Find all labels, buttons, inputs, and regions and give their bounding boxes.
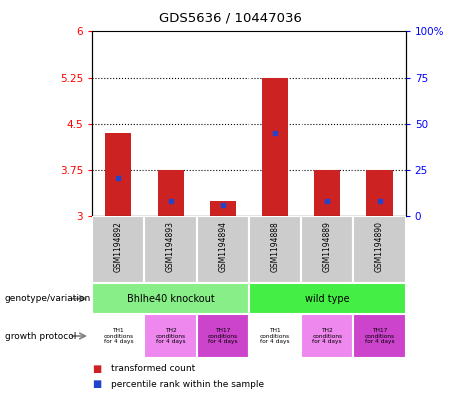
Text: wild type: wild type <box>305 294 349 304</box>
FancyBboxPatch shape <box>197 314 249 358</box>
Text: TH2
conditions
for 4 days: TH2 conditions for 4 days <box>312 328 343 344</box>
Text: TH17
conditions
for 4 days: TH17 conditions for 4 days <box>365 328 395 344</box>
FancyBboxPatch shape <box>197 216 249 283</box>
Text: Bhlhe40 knockout: Bhlhe40 knockout <box>127 294 214 304</box>
FancyBboxPatch shape <box>144 216 197 283</box>
Bar <box>314 170 340 216</box>
Text: TH2
conditions
for 4 days: TH2 conditions for 4 days <box>155 328 186 344</box>
Bar <box>262 78 288 216</box>
Text: transformed count: transformed count <box>111 364 195 373</box>
Bar <box>210 201 236 216</box>
FancyBboxPatch shape <box>92 314 144 358</box>
Text: percentile rank within the sample: percentile rank within the sample <box>111 380 264 389</box>
FancyBboxPatch shape <box>301 314 354 358</box>
FancyBboxPatch shape <box>301 216 354 283</box>
FancyBboxPatch shape <box>354 314 406 358</box>
FancyBboxPatch shape <box>92 216 144 283</box>
Text: GSM1194893: GSM1194893 <box>166 222 175 272</box>
FancyBboxPatch shape <box>249 283 406 314</box>
FancyBboxPatch shape <box>144 314 197 358</box>
Text: ■: ■ <box>92 364 101 374</box>
Text: GSM1194888: GSM1194888 <box>271 222 279 272</box>
Text: genotype/variation: genotype/variation <box>5 294 91 303</box>
Text: growth protocol: growth protocol <box>5 332 76 340</box>
Text: GSM1194892: GSM1194892 <box>114 222 123 272</box>
FancyBboxPatch shape <box>249 314 301 358</box>
FancyBboxPatch shape <box>354 216 406 283</box>
Bar <box>105 133 131 216</box>
Text: TH1
conditions
for 4 days: TH1 conditions for 4 days <box>103 328 133 344</box>
Text: TH17
conditions
for 4 days: TH17 conditions for 4 days <box>208 328 238 344</box>
Bar <box>158 170 183 216</box>
Bar <box>366 170 393 216</box>
FancyBboxPatch shape <box>249 216 301 283</box>
Text: GSM1194889: GSM1194889 <box>323 222 332 272</box>
Text: GSM1194894: GSM1194894 <box>219 222 227 272</box>
FancyBboxPatch shape <box>92 283 249 314</box>
Text: TH1
conditions
for 4 days: TH1 conditions for 4 days <box>260 328 290 344</box>
Text: GDS5636 / 10447036: GDS5636 / 10447036 <box>159 12 302 25</box>
Text: ■: ■ <box>92 379 101 389</box>
Text: GSM1194890: GSM1194890 <box>375 222 384 272</box>
